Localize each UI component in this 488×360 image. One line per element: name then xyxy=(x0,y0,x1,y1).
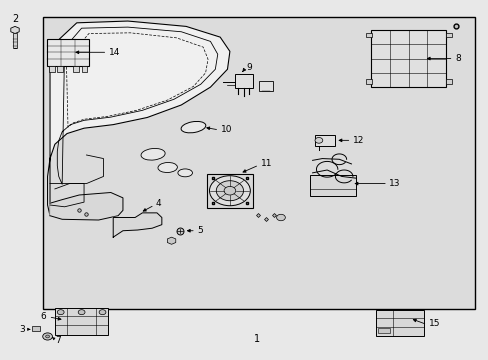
Bar xyxy=(375,310,424,336)
Bar xyxy=(314,135,335,146)
Bar xyxy=(49,66,55,72)
Bar xyxy=(309,175,356,196)
Text: 10: 10 xyxy=(221,126,232,135)
Polygon shape xyxy=(11,26,19,33)
Text: 11: 11 xyxy=(260,159,271,168)
Circle shape xyxy=(99,310,106,315)
Bar xyxy=(46,39,89,66)
Text: 15: 15 xyxy=(428,319,440,328)
Circle shape xyxy=(57,310,64,315)
Bar xyxy=(55,307,108,336)
Bar xyxy=(370,30,446,87)
Circle shape xyxy=(314,138,322,143)
Polygon shape xyxy=(47,21,229,216)
Circle shape xyxy=(78,310,85,315)
Circle shape xyxy=(224,186,235,195)
Circle shape xyxy=(45,335,49,338)
Circle shape xyxy=(209,176,250,206)
Circle shape xyxy=(276,214,285,221)
Text: 7: 7 xyxy=(55,336,61,345)
Bar xyxy=(366,33,371,37)
Polygon shape xyxy=(50,193,122,220)
Circle shape xyxy=(42,333,52,340)
Ellipse shape xyxy=(178,169,192,177)
Text: 3: 3 xyxy=(19,325,25,334)
Text: 13: 13 xyxy=(388,179,400,188)
Bar xyxy=(31,327,40,332)
Text: 4: 4 xyxy=(156,199,162,208)
Ellipse shape xyxy=(141,148,165,160)
Text: 9: 9 xyxy=(245,63,251,72)
Text: 14: 14 xyxy=(109,48,121,57)
Bar xyxy=(81,66,87,72)
Text: 6: 6 xyxy=(41,312,46,321)
Bar xyxy=(57,66,63,72)
Bar xyxy=(446,79,451,84)
Bar xyxy=(259,81,272,91)
Bar xyxy=(366,79,371,84)
Bar xyxy=(73,66,79,72)
Bar xyxy=(446,33,451,37)
Bar xyxy=(13,33,17,48)
Bar xyxy=(206,174,253,208)
Polygon shape xyxy=(113,213,162,237)
Text: 2: 2 xyxy=(12,14,18,23)
Text: 12: 12 xyxy=(353,136,364,145)
Ellipse shape xyxy=(158,162,177,172)
Text: 5: 5 xyxy=(197,226,203,235)
Text: 1: 1 xyxy=(253,334,259,344)
Bar xyxy=(377,328,389,333)
Text: 8: 8 xyxy=(454,54,460,63)
Bar xyxy=(42,18,474,309)
Bar xyxy=(234,74,253,88)
Circle shape xyxy=(216,181,243,201)
Ellipse shape xyxy=(181,121,205,133)
